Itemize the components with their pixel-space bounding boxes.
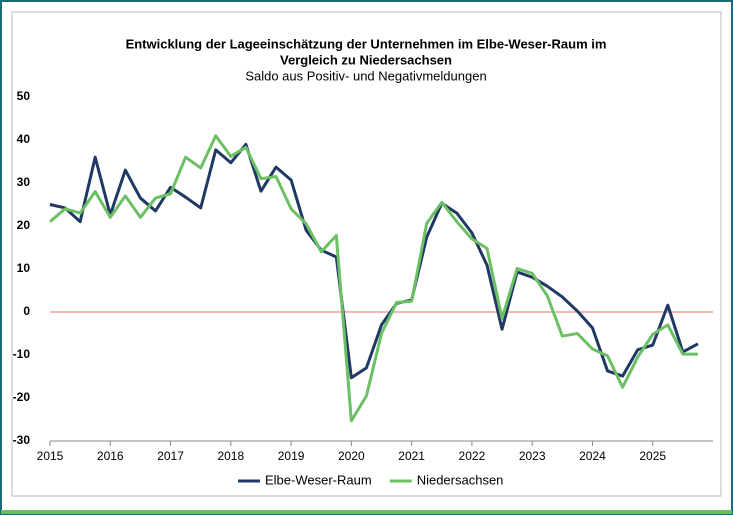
- y-tick-label: -30: [13, 433, 31, 447]
- x-tick-label: 2019: [278, 449, 305, 463]
- y-tick-label: 50: [17, 89, 31, 103]
- x-tick-label: 2017: [157, 449, 184, 463]
- chart-frame: [11, 11, 722, 497]
- legend-label: Niedersachsen: [417, 472, 504, 487]
- y-tick-label: -10: [13, 347, 31, 361]
- y-tick-label: 30: [17, 175, 31, 189]
- chart-subtitle: Saldo aus Positiv- und Negativmeldungen: [245, 68, 486, 83]
- series-line: [49, 142, 699, 380]
- series-line: [49, 134, 698, 423]
- chart-title: Entwicklung der Lageeinschätzung der Unt…: [126, 36, 607, 51]
- x-tick-label: 2018: [217, 449, 244, 463]
- x-tick-label: 2015: [37, 449, 64, 463]
- chart-title: Vergleich zu Niedersachsen: [280, 52, 452, 67]
- x-tick-label: 2020: [338, 449, 365, 463]
- x-tick-label: 2021: [398, 449, 425, 463]
- y-tick-label: 40: [17, 132, 31, 146]
- x-tick-label: 2022: [459, 449, 486, 463]
- y-tick-label: -20: [13, 390, 31, 404]
- x-tick-label: 2024: [579, 449, 606, 463]
- y-tick-label: 10: [17, 261, 31, 275]
- y-tick-label: 20: [17, 218, 31, 232]
- x-tick-label: 2025: [639, 449, 666, 463]
- bottom-bar: [1, 510, 732, 514]
- x-tick-label: 2016: [97, 449, 124, 463]
- x-tick-label: 2023: [519, 449, 546, 463]
- y-tick-label: 0: [23, 304, 30, 318]
- legend-label: Elbe-Weser-Raum: [265, 472, 372, 487]
